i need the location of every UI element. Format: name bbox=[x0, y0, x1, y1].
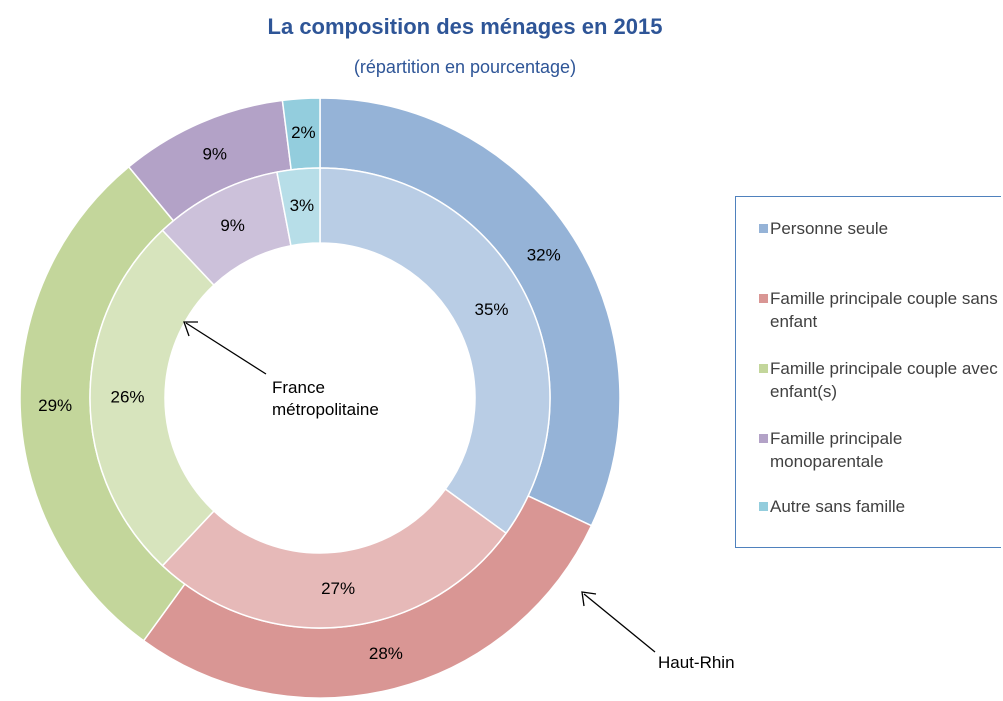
data-label: 9% bbox=[220, 216, 245, 235]
arrow-head bbox=[183, 321, 198, 337]
legend-swatch bbox=[759, 224, 768, 233]
legend-item: Famille principale monoparentale bbox=[759, 427, 1003, 473]
legend-item: Autre sans famille bbox=[759, 495, 1003, 518]
legend: Personne seule Famille principale couple … bbox=[735, 196, 1001, 548]
legend-label: Famille principale couple avec enfant(s) bbox=[770, 359, 998, 401]
legend-label: Personne seule bbox=[770, 219, 889, 238]
donut-slice bbox=[161, 488, 508, 629]
legend-label: Famille principale couple sans enfant bbox=[770, 289, 998, 331]
legend-swatch bbox=[759, 294, 768, 303]
chart-subtitle: (répartition en pourcentage) bbox=[353, 57, 577, 77]
legend-label: Autre sans famille bbox=[770, 497, 906, 516]
data-label: 27% bbox=[321, 579, 355, 598]
donut-slice bbox=[276, 167, 321, 247]
data-label: 35% bbox=[475, 300, 509, 319]
data-label: 9% bbox=[202, 144, 227, 163]
legend-swatch bbox=[759, 434, 768, 443]
legend-swatch bbox=[759, 502, 768, 511]
annotation-arrows bbox=[183, 321, 656, 653]
arrow-line bbox=[583, 593, 656, 653]
data-label: 28% bbox=[369, 644, 403, 663]
arrow-head bbox=[581, 591, 597, 607]
chart-title: La composition des ménages en 2015 bbox=[267, 14, 663, 39]
series-annotation: Haut-Rhin bbox=[658, 653, 735, 672]
legend-item: Famille principale couple sans enfant bbox=[759, 287, 1003, 333]
legend-item: Famille principale couple avec enfant(s) bbox=[759, 357, 1003, 403]
data-label: 32% bbox=[527, 245, 561, 264]
legend-swatch bbox=[759, 364, 768, 373]
donut-slice bbox=[89, 229, 215, 567]
arrow-line bbox=[185, 322, 267, 375]
legend-item: Personne seule bbox=[759, 217, 1003, 240]
donut-slice bbox=[319, 167, 551, 535]
series-annotation: France métropolitaine bbox=[272, 378, 379, 419]
data-label: 26% bbox=[110, 387, 144, 406]
legend-label: Famille principale monoparentale bbox=[770, 429, 903, 471]
data-label: 2% bbox=[291, 123, 316, 142]
rings: 32% 28% 29% 9% 2% 35% 27% 26% 9% 3% bbox=[19, 97, 621, 699]
data-label: 29% bbox=[38, 396, 72, 415]
data-label: 3% bbox=[290, 196, 315, 215]
